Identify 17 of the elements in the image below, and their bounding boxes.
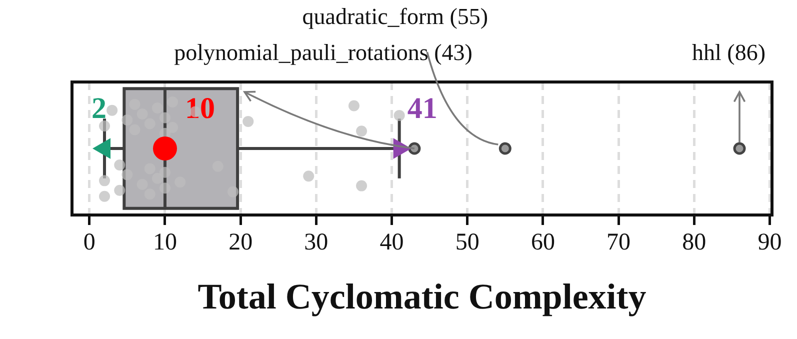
x-tick-label: 20 [228, 230, 253, 256]
text: polynomial_pauli_rotations (43) [174, 40, 472, 65]
data-label: 10 [184, 92, 215, 125]
x-axis-title: Total Cyclomatic Complexity [198, 276, 646, 317]
x-tick-label: 10 [152, 230, 177, 256]
data-label: 41 [407, 92, 438, 125]
x-tick-label: 30 [304, 230, 328, 256]
x-tick-label: 90 [758, 230, 782, 256]
x-tick-label: 40 [380, 230, 404, 256]
text: quadratic_form (55) [302, 4, 488, 29]
x-tick-label: 80 [682, 230, 706, 256]
x-tick-label: 70 [606, 230, 631, 256]
x-tick-label: 0 [83, 230, 96, 256]
data-label: 2 [92, 92, 107, 125]
x-tick-label: 60 [530, 230, 555, 256]
x-tick-label: 50 [455, 230, 480, 256]
text: hhl (86) [692, 40, 766, 65]
